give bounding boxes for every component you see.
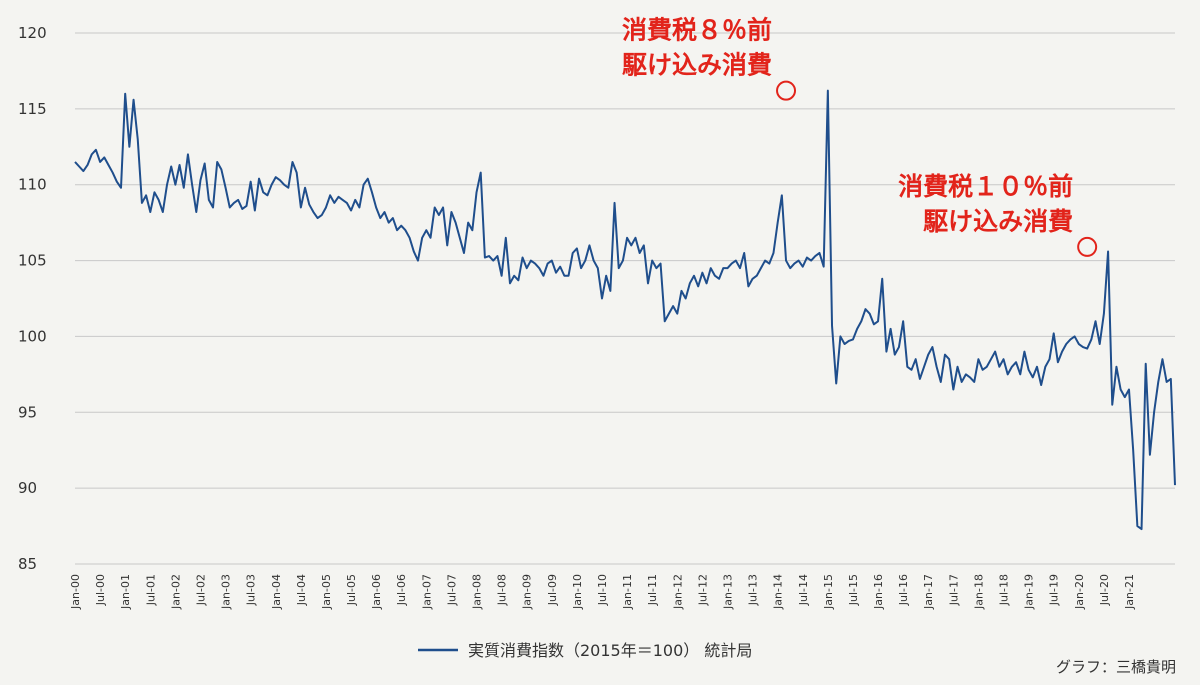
x-tick-label: Jan-07 (420, 574, 433, 610)
x-tick-label: Jan-20 (1073, 574, 1086, 610)
x-tick-label: Jan-00 (69, 574, 82, 610)
x-tick-label: Jan-02 (169, 574, 182, 610)
annotation-label: 駆け込み消費 (923, 207, 1073, 236)
x-tick-label: Jul-09 (546, 574, 559, 606)
x-tick-label: Jul-20 (1098, 574, 1111, 606)
annotation-circle (1077, 236, 1098, 257)
y-tick-label: 100 (18, 327, 47, 345)
x-tick-label: Jan-05 (320, 574, 333, 610)
x-tick-label: Jul-16 (897, 574, 910, 606)
x-tick-label: Jul-19 (1048, 574, 1061, 606)
x-tick-label: Jan-11 (621, 574, 634, 610)
y-axis: 85 90 95 100 105 110 115 120 (18, 24, 47, 573)
x-tick-label: Jan-12 (671, 574, 684, 610)
x-tick-label: Jul-11 (646, 574, 659, 606)
x-tick-label: Jul-01 (144, 574, 157, 606)
x-tick-label: Jan-06 (370, 574, 383, 610)
y-tick-label: 85 (18, 555, 37, 573)
x-tick-label: Jan-18 (972, 574, 985, 610)
legend: 実質消費指数（2015年＝100） 統計局 (418, 641, 752, 660)
x-tick-label: Jan-15 (822, 574, 835, 610)
x-tick-label: Jan-10 (571, 574, 584, 610)
gridlines (75, 32, 1175, 565)
x-tick-label: Jan-03 (220, 574, 233, 610)
annotation-label: 消費税１０％前 (898, 172, 1073, 201)
x-tick-label: Jul-13 (747, 574, 760, 606)
x-tick-label: Jul-10 (596, 574, 609, 606)
annotation-circle (776, 80, 797, 101)
x-tick-label: Jan-17 (922, 574, 935, 610)
series-line-consumption-index (74, 89, 1176, 531)
x-tick-label: Jul-18 (998, 574, 1011, 606)
x-tick-label: Jul-00 (94, 574, 107, 606)
x-tick-label: Jul-03 (245, 574, 258, 606)
y-tick-label: 120 (18, 24, 47, 42)
y-tick-label: 115 (18, 100, 47, 118)
x-tick-label: Jul-17 (947, 574, 960, 606)
x-axis: Jan-00 Jul-00 Jan-01 Jul-01 Jan-02 Jul-02 Jan-… (69, 574, 1136, 610)
x-tick-label: Jan-01 (119, 574, 132, 610)
x-tick-label: Jul-12 (696, 574, 709, 606)
x-tick-label: Jan-09 (521, 574, 534, 610)
x-tick-label: Jul-04 (295, 574, 308, 606)
graph-credit: グラフ：三橋貴明 (1056, 658, 1176, 676)
x-tick-label: Jan-14 (772, 574, 785, 610)
x-tick-label: Jan-13 (721, 574, 734, 610)
x-tick-label: Jul-14 (797, 574, 810, 606)
x-tick-label: Jul-08 (496, 574, 509, 606)
x-tick-label: Jan-04 (270, 574, 283, 610)
y-tick-label: 90 (18, 479, 37, 497)
x-tick-label: Jul-15 (847, 574, 860, 606)
x-tick-label: Jan-08 (471, 574, 484, 610)
x-tick-label: Jul-05 (345, 574, 358, 606)
y-tick-label: 105 (18, 252, 47, 270)
x-tick-label: Jul-07 (445, 574, 458, 606)
series-layer (74, 89, 1176, 531)
x-tick-label: Jan-21 (1123, 574, 1136, 610)
annotation-label: 消費税８％前 (622, 16, 772, 45)
x-tick-label: Jan-16 (872, 574, 885, 610)
y-tick-label: 95 (18, 403, 37, 421)
annotation-label: 駆け込み消費 (622, 51, 772, 80)
x-tick-label: Jan-19 (1023, 574, 1036, 610)
x-tick-label: Jul-06 (395, 574, 408, 606)
y-tick-label: 110 (18, 176, 47, 194)
legend-label: 実質消費指数（2015年＝100） 統計局 (468, 641, 752, 660)
x-tick-label: Jul-02 (194, 574, 207, 606)
